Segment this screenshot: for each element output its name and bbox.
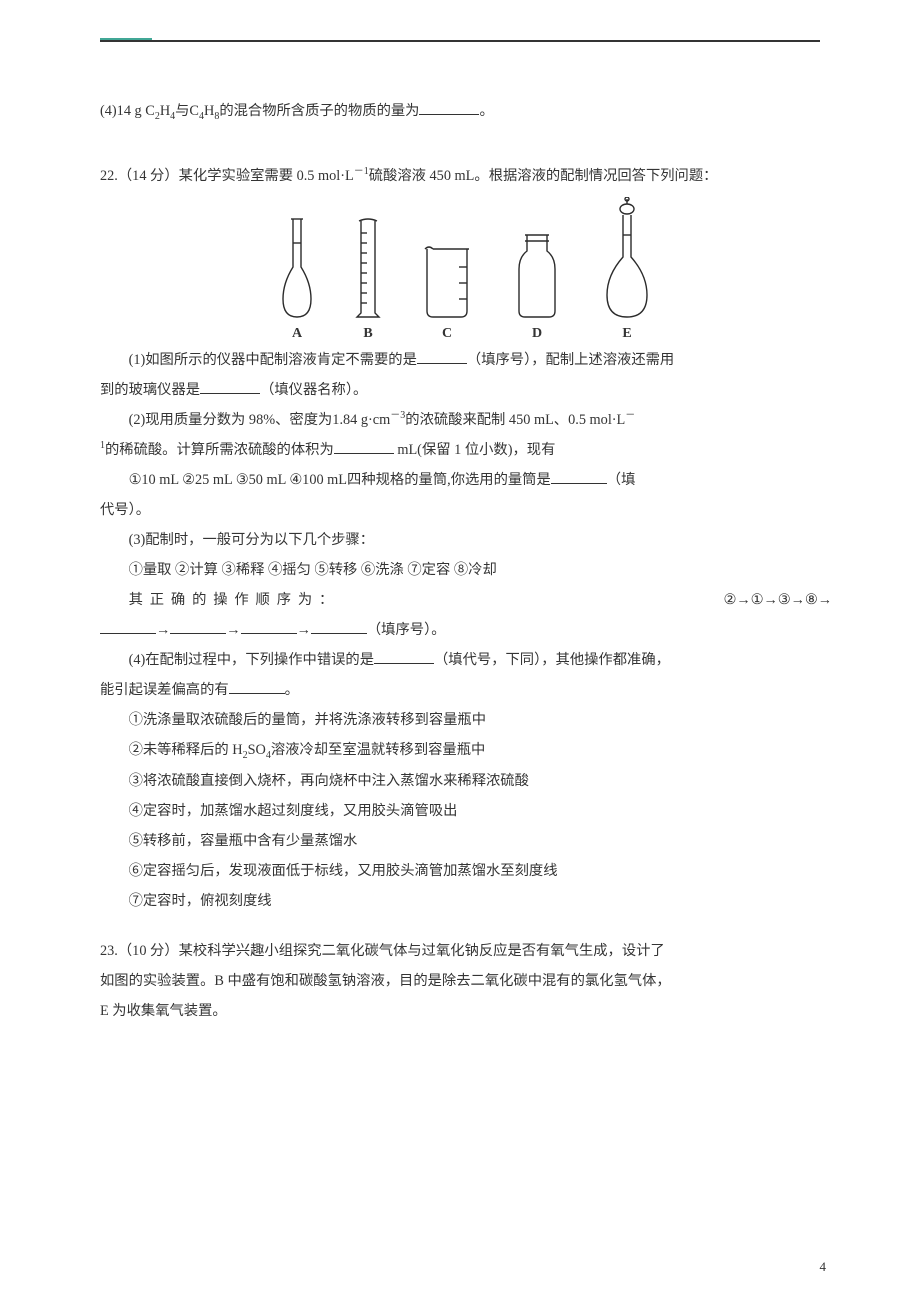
fig-label-B: B <box>363 327 372 341</box>
q22-opt6: ⑥定容摇匀后，发现液面低于标线，又用胶头滴管加蒸馏水至刻度线 <box>100 856 832 886</box>
blank <box>551 483 607 484</box>
glassware-figure: A <box>100 201 832 341</box>
blank <box>374 663 434 664</box>
q22: 22.（14 分）某化学实验室需要 0.5 mol·L－1硫酸溶液 450 mL… <box>100 161 832 916</box>
q22-1b: （填序号），配制上述溶液还需用 <box>467 352 674 368</box>
q22-2f-line: 代号）。 <box>100 495 832 525</box>
blank <box>311 633 367 634</box>
q22-3c-seq: ②→①→③→⑧→ <box>695 585 832 615</box>
q22-1d: （填仪器名称）。 <box>260 382 367 398</box>
q22-opt5: ⑤转移前，容量瓶中含有少量蒸馏水 <box>100 826 832 856</box>
blank <box>200 393 260 394</box>
fig-label-E: E <box>622 327 631 341</box>
blank <box>100 633 156 634</box>
q22-4d: 。 <box>285 682 299 698</box>
q22-1a: (1)如图所示的仪器中配制溶液肯定不需要的是 <box>129 352 417 368</box>
q23: 23.（10 分）某校科学兴趣小组探究二氧化碳气体与过氧化钠反应是否有氧气生成，… <box>100 936 832 1026</box>
blank <box>417 363 467 364</box>
beaker-icon <box>419 239 475 323</box>
q22-4a: (4)在配制过程中，下列操作中错误的是 <box>129 652 374 668</box>
q22-2a-line: (2)现用质量分数为 98%、密度为1.84 g·cm－3的浓硫酸来配制 450… <box>100 405 832 435</box>
q22-2b-line: 1的稀硫酸。计算所需浓硫酸的体积为 mL(保留 1 位小数)，现有 <box>100 435 832 465</box>
fig-A: A <box>277 213 317 341</box>
q22-2e: （填 <box>607 472 636 488</box>
arrow: → <box>226 622 240 638</box>
q22-1c: 到的玻璃仪器是 <box>100 382 200 398</box>
q22-4c: 能引起误差偏高的有 <box>100 682 229 698</box>
q23-l1: 23.（10 分）某校科学兴趣小组探究二氧化碳气体与过氧化钠反应是否有氧气生成，… <box>100 936 832 966</box>
fig-label-D: D <box>532 327 542 341</box>
q22-4c-line: 能引起误差偏高的有 。 <box>100 675 832 705</box>
fig-B: B <box>353 213 383 341</box>
q23-l2: 如图的实验装置。B 中盛有饱和碳酸氢钠溶液，目的是除去二氧化碳中混有的氯化氢气体… <box>100 966 832 996</box>
graduated-cylinder-icon <box>353 213 383 323</box>
fig-label-A: A <box>292 327 302 341</box>
q22-2d: ①10 mL ②25 mL ③50 mL ④100 mL四种规格的量筒,你选用的… <box>129 472 551 488</box>
arrow: → <box>297 622 311 638</box>
q22-opt4: ④定容时，加蒸馏水超过刻度线，又用胶头滴管吸出 <box>100 796 832 826</box>
q22-header: 22.（14 分）某化学实验室需要 0.5 mol·L－1硫酸溶液 450 mL… <box>100 161 832 191</box>
blank <box>229 693 285 694</box>
q22-opt7: ⑦定容时，俯视刻度线 <box>100 886 832 916</box>
wide-mouth-bottle-icon <box>511 227 563 323</box>
q22-2d-line: ①10 mL ②25 mL ③50 mL ④100 mL四种规格的量筒,你选用的… <box>100 465 832 495</box>
q22-1c-line: 到的玻璃仪器是 （填仪器名称）。 <box>100 375 832 405</box>
q22-opt1: ①洗涤量取浓硫酸后的量筒，并将洗涤液转移到容量瓶中 <box>100 705 832 735</box>
q21-part4: (4)14 g C2H4与C4H8的混合物所含质子的物质的量为 。 <box>100 96 832 127</box>
volumetric-flask-small-icon <box>277 213 317 323</box>
q22-3c-pre: 其正确的操作顺序为： <box>100 585 340 615</box>
q21-4-suffix: 。 <box>479 103 493 119</box>
q23-l3: E 为收集氧气装置。 <box>100 996 832 1026</box>
q21-4-text: (4)14 g C2H4与C4H8的混合物所含质子的物质的量为 <box>100 103 419 119</box>
q22-opt3: ③将浓硫酸直接倒入烧杯，再向烧杯中注入蒸馏水来稀释浓硫酸 <box>100 766 832 796</box>
fig-E: E <box>599 197 655 341</box>
fig-label-C: C <box>442 327 452 341</box>
fig-D: D <box>511 227 563 341</box>
q22-opt2: ②未等稀释后的 H2SO4溶液冷却至室温就转移到容量瓶中 <box>100 735 832 766</box>
fig-C: C <box>419 239 475 341</box>
arrow: → <box>156 622 170 638</box>
page-content: (4)14 g C2H4与C4H8的混合物所含质子的物质的量为。 22.（14 … <box>100 96 832 1026</box>
volumetric-flask-large-icon <box>599 197 655 323</box>
q22-3d: （填序号）。 <box>367 622 446 638</box>
q22-1: (1)如图所示的仪器中配制溶液肯定不需要的是 （填序号），配制上述溶液还需用 <box>100 345 832 375</box>
blank <box>419 114 479 115</box>
q22-3b: ①量取 ②计算 ③稀释 ④摇匀 ⑤转移 ⑥洗涤 ⑦定容 ⑧冷却 <box>100 555 832 585</box>
page-number: 4 <box>820 1253 827 1280</box>
blank <box>170 633 226 634</box>
blank <box>334 453 394 454</box>
top-divider <box>100 40 820 42</box>
q22-4b: （填代号，下同），其他操作都准确， <box>434 652 670 668</box>
blank <box>241 633 297 634</box>
q22-3d-line: → → → （填序号）。 <box>100 615 832 645</box>
q22-4a-line: (4)在配制过程中，下列操作中错误的是 （填代号，下同），其他操作都准确， <box>100 645 832 675</box>
q22-3c-line: 其正确的操作顺序为： ②→①→③→⑧→ <box>100 585 832 615</box>
q22-3a: (3)配制时，一般可分为以下几个步骤： <box>100 525 832 555</box>
